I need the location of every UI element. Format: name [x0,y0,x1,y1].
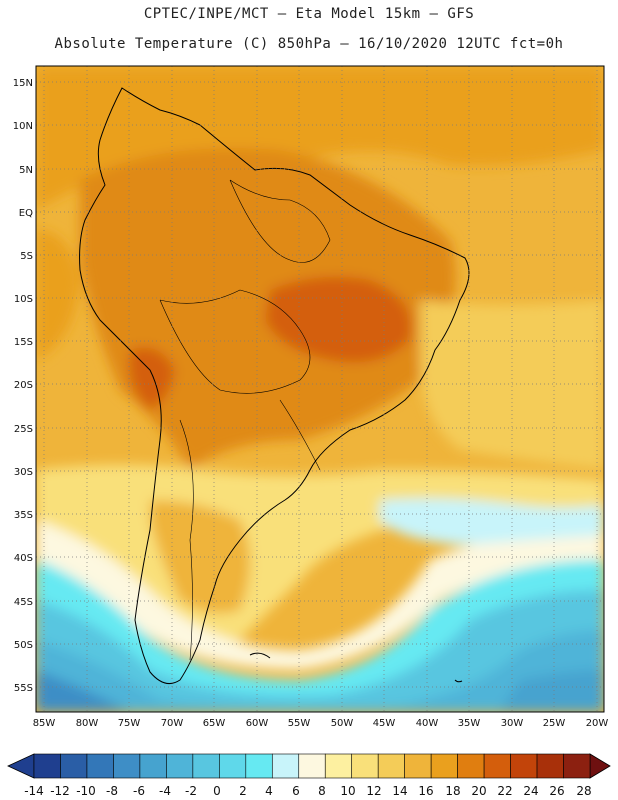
colorbar-swatch [219,753,247,779]
colorbar-swatch [536,753,564,779]
lon-label: 60W [246,718,269,729]
lat-label: 20S [14,380,33,391]
coastline [79,87,470,685]
latitude-labels: 15N 10N 5N EQ 5S 10S 15S 20S 25S 30S 35S… [13,78,33,694]
colorbar-swatch [430,753,458,779]
lon-label: 35W [458,718,481,729]
colorbar-label: 20 [471,784,486,798]
lat-label: 10S [14,294,33,305]
lon-label: 55W [288,718,311,729]
colorbar-label: -8 [106,784,118,798]
colorbar-swatch [457,753,485,779]
colorbar-label: 4 [265,784,273,798]
colorbar-swatch [271,753,300,779]
colorbar: -14 -12 -10 -8 -6 -4 -2 0 2 4 6 8 10 12 … [7,753,611,798]
lat-label: 5S [20,251,33,262]
map-frame [35,65,605,713]
lon-label: 40W [416,718,439,729]
colorbar-label: -12 [50,784,70,798]
colorbar-label: 22 [497,784,512,798]
colorbar-swatch [563,753,591,779]
colorbar-label: -10 [76,784,96,798]
lat-label: 5N [19,165,33,176]
lon-label: 50W [331,718,354,729]
lat-label: 10N [13,121,33,132]
lon-label: 75W [118,718,141,729]
lat-label: 40S [14,553,33,564]
colorbar-swatch [33,753,61,779]
lon-label: 30W [501,718,524,729]
lat-label: 15S [14,337,33,348]
colorbar-label: 10 [340,784,355,798]
longitude-labels: 85W 80W 75W 70W 65W 60W 55W 50W 45W 40W … [33,718,609,729]
lat-label: 55S [14,683,33,694]
colorbar-swatch [113,753,141,779]
colorbar-swatch [60,753,88,779]
map-subtitle: Absolute Temperature (C) 850hPa – 16/10/… [54,36,564,52]
lon-label: 85W [33,718,56,729]
lon-label: 45W [373,718,396,729]
colorbar-swatch [483,753,511,779]
colorbar-label: 14 [392,784,407,798]
colorbar-swatch [192,753,220,779]
lat-label: EQ [19,208,33,219]
colorbar-label: 2 [239,784,247,798]
colorbar-label: 26 [549,784,564,798]
colorbar-swatch [139,753,167,779]
colorbar-label: 28 [576,784,591,798]
lon-label: 80W [76,718,99,729]
colorbar-label: 12 [366,784,381,798]
lon-label: 65W [203,718,226,729]
lat-label: 50S [14,640,33,651]
lat-label: 25S [14,424,33,435]
colorbar-label: 6 [292,784,300,798]
lat-label: 30S [14,467,33,478]
lat-label: 45S [14,597,33,608]
lat-label: 35S [14,510,33,521]
colorbar-label: 24 [523,784,538,798]
colorbar-swatch [298,753,326,779]
colorbar-swatch [245,753,273,779]
colorbar-label: -2 [185,784,197,798]
colorbar-label: -4 [159,784,171,798]
colorbar-swatch [510,753,538,779]
colorbar-swatch [377,753,405,779]
graticule [36,66,604,712]
colorbar-label: 0 [213,784,221,798]
colorbar-label: -6 [133,784,145,798]
colorbar-label: 8 [318,784,326,798]
colorbar-swatch [351,753,379,779]
temperature-field [36,66,604,712]
colorbar-swatch [86,753,114,779]
colorbar-max-arrow [589,753,611,779]
lat-label: 15N [13,78,33,89]
colorbar-label: 16 [418,784,433,798]
colorbar-min-arrow [7,753,35,779]
colorbar-swatch [324,753,353,779]
map-title: CPTEC/INPE/MCT – Eta Model 15km – GFS [143,6,475,22]
lon-label: 70W [161,718,184,729]
colorbar-swatch [166,753,194,779]
colorbar-label: 18 [445,784,460,798]
lon-label: 25W [543,718,566,729]
lon-label: 20W [586,718,609,729]
colorbar-swatch [404,753,432,779]
colorbar-label: -14 [24,784,44,798]
